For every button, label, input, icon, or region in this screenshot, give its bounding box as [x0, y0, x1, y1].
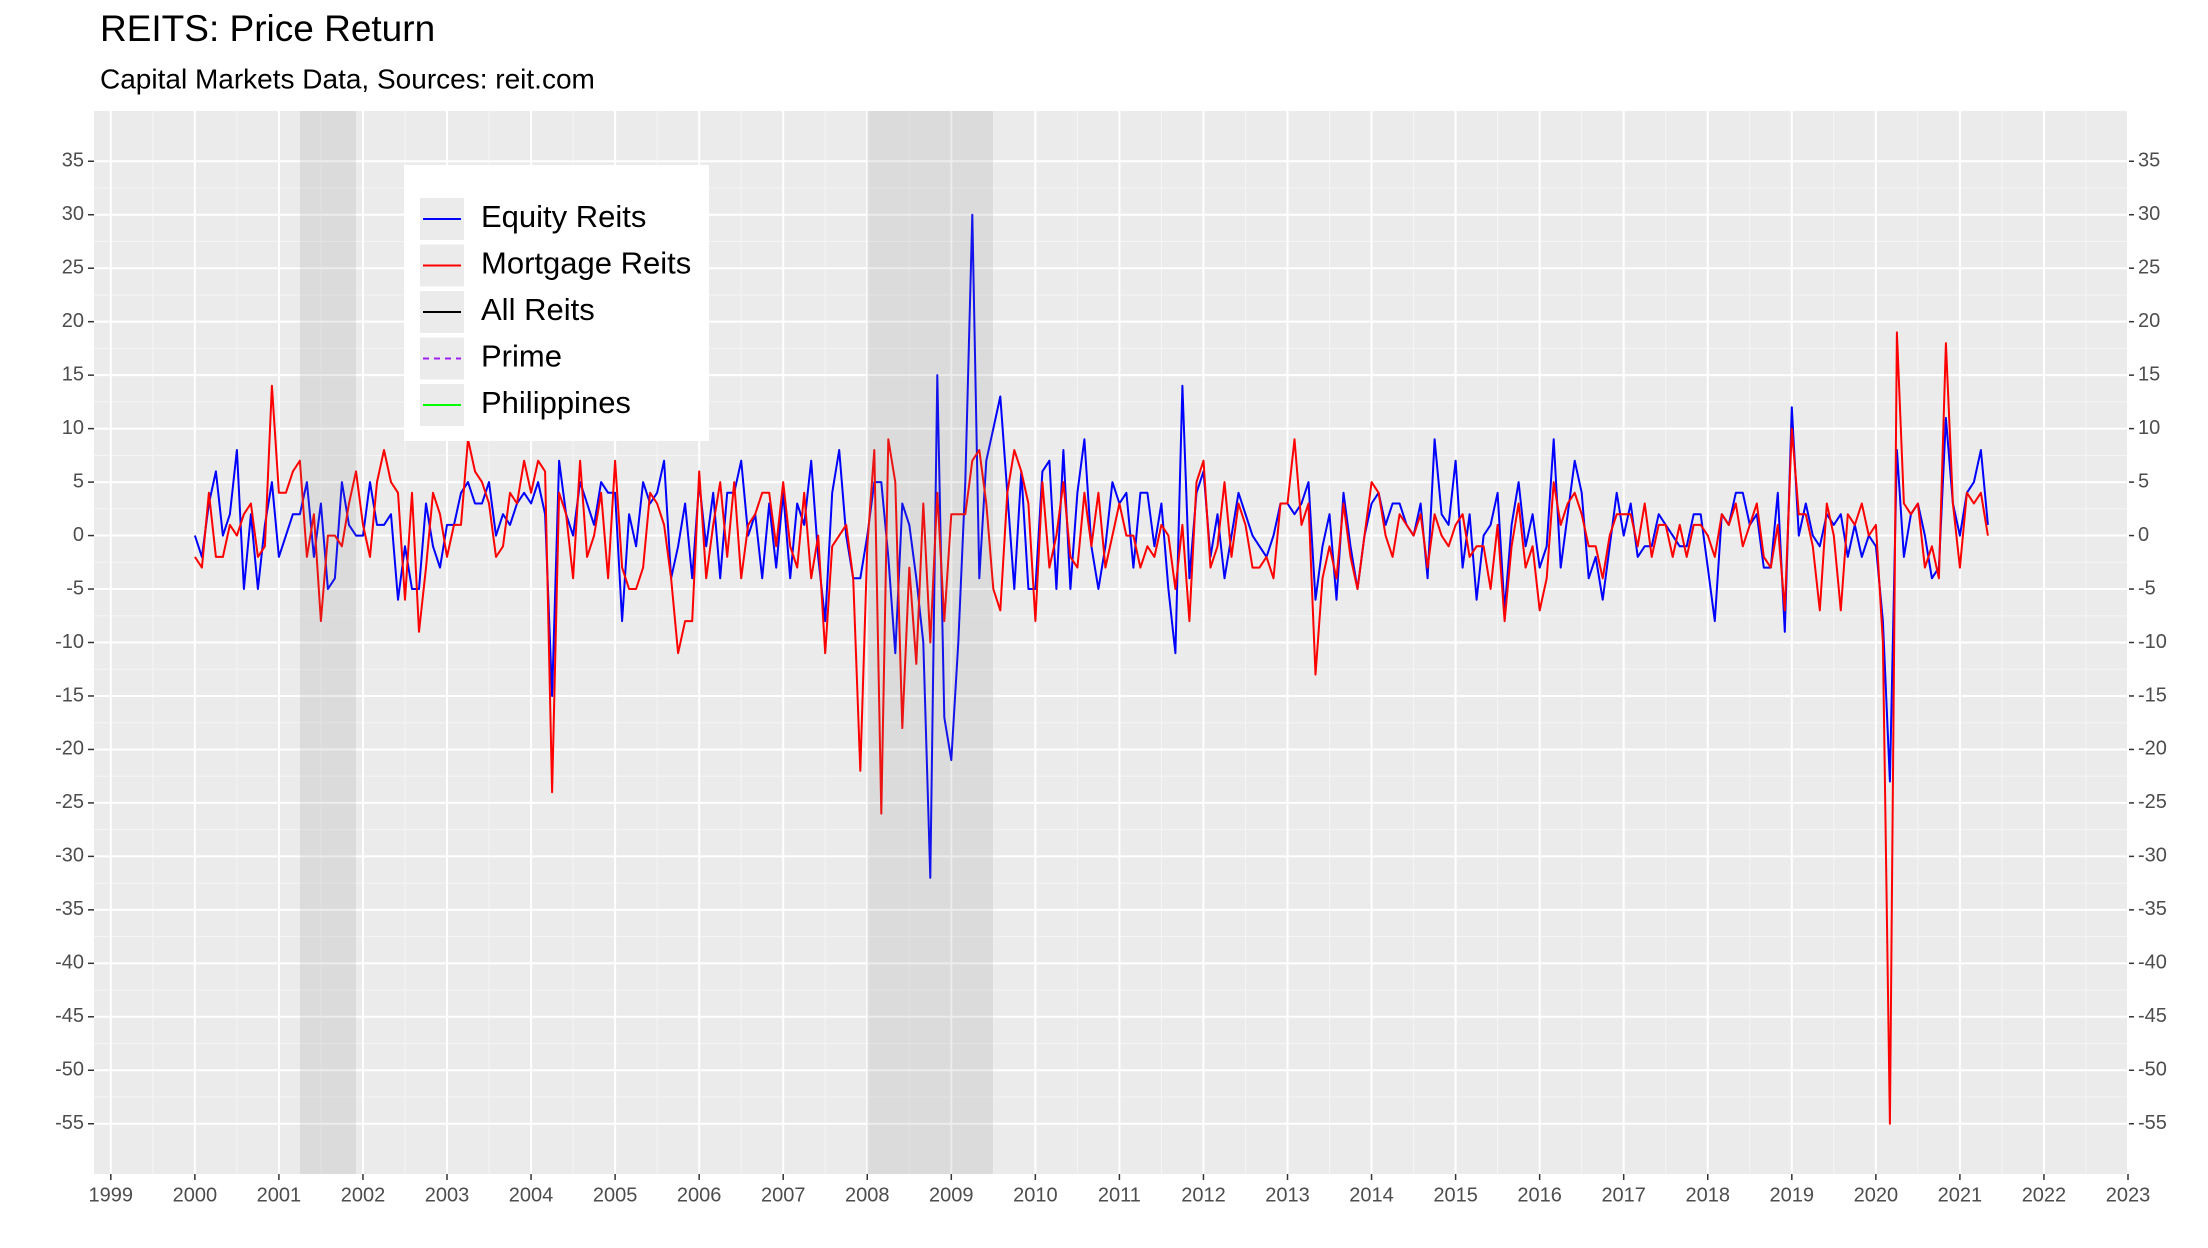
x-tick-label: 2014 — [1349, 1184, 1394, 1206]
y2-tick-label: -40 — [2138, 952, 2167, 974]
y-tick-label: 5 — [73, 470, 84, 492]
legend-label: All Reits — [481, 292, 595, 327]
x-tick-label: 2010 — [1013, 1184, 1058, 1206]
legend-label: Philippines — [481, 385, 631, 420]
x-tick-label: 2002 — [341, 1184, 386, 1206]
legend-label: Prime — [481, 339, 562, 374]
x-tick-label: 2016 — [1517, 1184, 1562, 1206]
y-tick-label: 30 — [62, 203, 84, 225]
y-tick-label: -35 — [55, 898, 84, 920]
y-tick-label: 20 — [62, 310, 84, 332]
y-tick-label: -20 — [55, 738, 84, 760]
y2-tick-label: 30 — [2138, 203, 2160, 225]
shaded-period — [867, 111, 994, 1174]
x-tick-label: 2007 — [761, 1184, 806, 1206]
y-tick-label: -15 — [55, 684, 84, 706]
legend-label: Mortgage Reits — [481, 246, 691, 281]
x-tick-label: 2021 — [1938, 1184, 1983, 1206]
legend: Equity Reits Mortgage Reits All Reits Prime… — [404, 165, 709, 441]
y2-tick-label: -50 — [2138, 1059, 2167, 1081]
y-tick-label: -40 — [55, 952, 84, 974]
y2-tick-label: 0 — [2138, 524, 2149, 546]
y-tick-label: -5 — [66, 577, 84, 599]
x-tick-label: 2004 — [509, 1184, 554, 1206]
y2-tick-label: 25 — [2138, 256, 2160, 278]
y2-tick-label: -25 — [2138, 791, 2167, 813]
y-tick-label: -55 — [55, 1112, 84, 1134]
chart-subtitle: Capital Markets Data, Sources: reit.com — [100, 63, 595, 94]
x-tick-label: 2001 — [257, 1184, 302, 1206]
chart-title: REITS: Price Return — [100, 8, 435, 49]
x-tick-label: 2000 — [173, 1184, 218, 1206]
x-tick-label: 2011 — [1098, 1184, 1141, 1206]
x-tick-label: 2023 — [2106, 1184, 2151, 1206]
y-tick-label: -25 — [55, 791, 84, 813]
x-tick-label: 2015 — [1433, 1184, 1478, 1206]
y2-tick-label: 5 — [2138, 470, 2149, 492]
legend-label: Equity Reits — [481, 199, 646, 234]
x-tick-label: 1999 — [89, 1184, 134, 1206]
y-tick-label: -45 — [55, 1005, 84, 1027]
y2-tick-label: 15 — [2138, 363, 2160, 385]
y2-tick-label: 35 — [2138, 150, 2160, 172]
y2-tick-label: -55 — [2138, 1112, 2167, 1134]
x-tick-label: 2009 — [929, 1184, 974, 1206]
x-tick-label: 2006 — [677, 1184, 722, 1206]
y-tick-label: -10 — [55, 631, 84, 653]
shaded-period — [299, 111, 356, 1174]
y2-tick-label: -30 — [2138, 845, 2167, 867]
x-tick-label: 2013 — [1265, 1184, 1310, 1206]
x-tick-label: 2018 — [1686, 1184, 1731, 1206]
x-tick-label: 2003 — [425, 1184, 470, 1206]
y2-tick-label: -10 — [2138, 631, 2167, 653]
y2-tick-label: -20 — [2138, 738, 2167, 760]
series-line — [194, 331, 1989, 1125]
y2-tick-label: 10 — [2138, 417, 2160, 439]
y-tick-label: 0 — [73, 524, 84, 546]
x-tick-label: 2020 — [1854, 1184, 1899, 1206]
y2-tick-label: -5 — [2138, 577, 2156, 599]
y2-tick-label: 20 — [2138, 310, 2160, 332]
y2-tick-label: -45 — [2138, 1005, 2167, 1027]
y-tick-label: -50 — [55, 1059, 84, 1081]
y-tick-label: -30 — [55, 845, 84, 867]
y-tick-label: 35 — [62, 150, 84, 172]
y-tick-label: 25 — [62, 256, 84, 278]
x-tick-label: 2017 — [1601, 1184, 1646, 1206]
x-tick-label: 2012 — [1181, 1184, 1226, 1206]
x-tick-label: 2005 — [593, 1184, 638, 1206]
y-tick-label: 15 — [62, 363, 84, 385]
y2-tick-label: -15 — [2138, 684, 2167, 706]
y2-tick-label: -35 — [2138, 898, 2167, 920]
x-tick-label: 2022 — [2022, 1184, 2067, 1206]
x-tick-label: 2019 — [1770, 1184, 1815, 1206]
x-tick-label: 2008 — [845, 1184, 890, 1206]
y-tick-label: 10 — [62, 417, 84, 439]
